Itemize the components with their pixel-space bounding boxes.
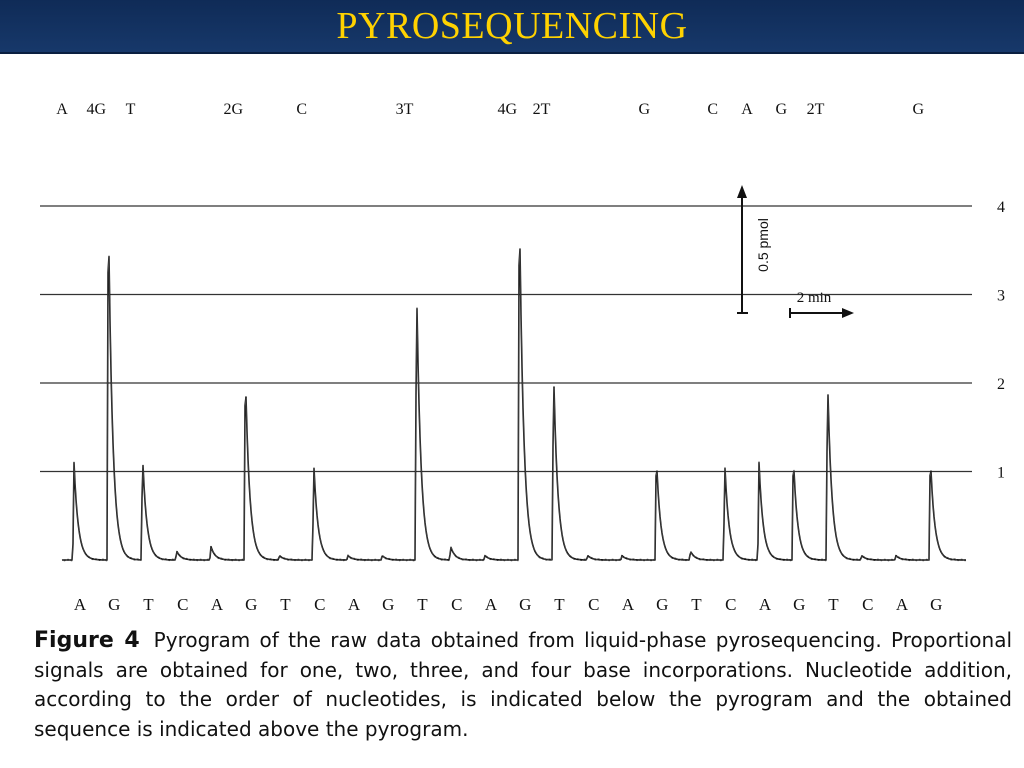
dispensation-label: C	[177, 595, 188, 614]
y-tick-label: 1	[997, 465, 1005, 482]
horizontal-scale-label: 2 min	[797, 290, 832, 306]
y-tick-label: 4	[997, 199, 1005, 216]
dispensation-label: A	[211, 595, 224, 614]
right-arrow-icon	[842, 308, 854, 318]
dispensation-label: A	[485, 595, 498, 614]
sequence-label: T	[126, 101, 136, 118]
slide-title: PYROSEQUENCING	[336, 5, 688, 47]
sequence-label: C	[707, 101, 718, 118]
dispensation-label: T	[828, 595, 839, 614]
grid-lines	[40, 205, 972, 473]
sequence-label: 4G	[497, 101, 517, 118]
title-bar: PYROSEQUENCING	[0, 0, 1024, 54]
dispensation-label: G	[930, 595, 942, 614]
dispensation-label: C	[725, 595, 736, 614]
sequence-label: C	[296, 101, 307, 118]
figure-label: Figure 4	[34, 628, 140, 653]
y-tick-labels: 1 2 3 4	[997, 199, 1005, 482]
pyrogram-chart: 1 2 3 4 A 4G T 2G C 3T 4G 2T G C A G 2T G A G T C A G T C A G T C A G…	[40, 101, 1005, 614]
sequence-label: G	[912, 101, 924, 118]
dispensation-label: A	[348, 595, 361, 614]
dispensation-label: T	[417, 595, 428, 614]
y-tick-label: 3	[997, 288, 1005, 305]
dispensation-label: T	[143, 595, 154, 614]
sequence-label: 2T	[533, 101, 551, 118]
dispensation-label: C	[588, 595, 599, 614]
figure-caption: Figure 4 Pyrogram of the raw data obtaine…	[34, 626, 1012, 744]
dispensation-label: G	[656, 595, 668, 614]
dispensation-label: A	[759, 595, 772, 614]
caption-text: Pyrogram of the raw data obtained from l…	[34, 628, 1013, 741]
sequence-label: 4G	[86, 101, 106, 118]
scale-bars: 0.5 pmol 2 min	[737, 185, 854, 318]
sequence-label: A	[741, 101, 753, 118]
dispensation-label: C	[451, 595, 462, 614]
dispensation-label: T	[554, 595, 565, 614]
dispensation-label: A	[622, 595, 635, 614]
sequence-labels: A 4G T 2G C 3T 4G 2T G C A G 2T G	[56, 101, 924, 118]
dispensation-label: G	[108, 595, 120, 614]
dispensation-label: T	[280, 595, 291, 614]
vertical-scale-label: 0.5 pmol	[755, 218, 771, 272]
sequence-label: 2G	[223, 101, 243, 118]
y-tick-label: 2	[997, 376, 1005, 393]
dispensation-label: A	[74, 595, 87, 614]
sequence-label: 3T	[396, 101, 414, 118]
dispensation-label: G	[793, 595, 805, 614]
dispensation-label: A	[896, 595, 909, 614]
sequence-label: G	[775, 101, 787, 118]
dispensation-label: G	[382, 595, 394, 614]
dispensation-label: C	[314, 595, 325, 614]
signal-traces	[61, 248, 967, 562]
dispensation-label: T	[691, 595, 702, 614]
dispensation-label: G	[519, 595, 531, 614]
dispensation-label: C	[862, 595, 873, 614]
dispensation-label: G	[245, 595, 257, 614]
sequence-label: A	[56, 101, 68, 118]
up-arrow-icon	[737, 185, 747, 198]
signal-trace-overlay	[61, 248, 967, 562]
sequence-label: G	[638, 101, 650, 118]
sequence-label: 2T	[807, 101, 825, 118]
